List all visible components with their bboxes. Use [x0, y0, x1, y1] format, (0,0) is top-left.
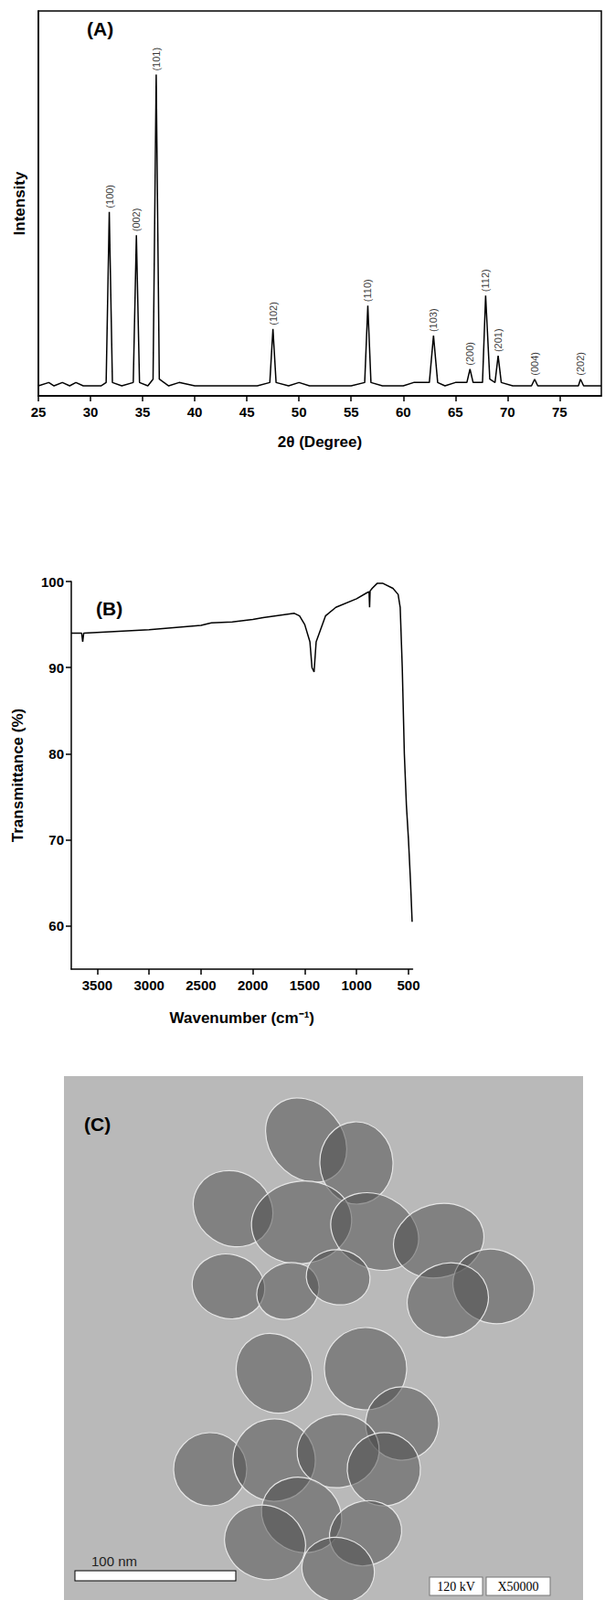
svg-text:70: 70 [48, 831, 64, 848]
svg-text:2500: 2500 [185, 976, 216, 993]
svg-text:40: 40 [187, 403, 203, 420]
svg-text:(110): (110) [361, 278, 373, 302]
svg-text:120 kV: 120 kV [436, 1579, 476, 1593]
svg-text:100 nm: 100 nm [91, 1552, 138, 1569]
svg-text:Wavenumber (cm⁻¹): Wavenumber (cm⁻¹) [169, 1008, 315, 1027]
svg-text:(112): (112) [479, 268, 491, 292]
svg-text:35: 35 [135, 403, 151, 420]
svg-text:75: 75 [551, 403, 568, 420]
svg-text:70: 70 [499, 403, 516, 420]
svg-text:1500: 1500 [289, 976, 320, 993]
svg-text:65: 65 [447, 403, 464, 420]
svg-text:45: 45 [239, 403, 255, 420]
svg-text:(101): (101) [150, 47, 162, 72]
svg-text:500: 500 [396, 976, 420, 993]
svg-text:X50000: X50000 [497, 1579, 539, 1593]
svg-text:80: 80 [48, 745, 64, 762]
svg-text:Transmittance (%): Transmittance (%) [9, 708, 27, 842]
svg-text:(C): (C) [84, 1113, 111, 1135]
svg-text:55: 55 [343, 403, 360, 420]
svg-text:Intensity: Intensity [10, 170, 29, 235]
svg-text:(A): (A) [86, 18, 114, 40]
svg-text:2θ (Degree): 2θ (Degree) [277, 433, 362, 451]
svg-text:60: 60 [395, 403, 412, 420]
svg-text:(B): (B) [95, 597, 123, 619]
svg-text:3500: 3500 [82, 976, 113, 993]
svg-text:(103): (103) [427, 307, 439, 332]
svg-text:30: 30 [83, 403, 99, 420]
svg-text:(100): (100) [104, 184, 116, 209]
svg-text:(200): (200) [464, 341, 476, 366]
svg-text:50: 50 [291, 403, 308, 420]
svg-text:(201): (201) [492, 328, 504, 352]
svg-text:25: 25 [31, 403, 47, 420]
svg-text:90: 90 [48, 659, 64, 676]
svg-text:3000: 3000 [133, 976, 164, 993]
svg-text:2000: 2000 [237, 976, 268, 993]
svg-text:(102): (102) [267, 301, 279, 326]
svg-text:(004): (004) [529, 351, 541, 376]
svg-text:100: 100 [41, 573, 64, 590]
svg-text:(202): (202) [574, 351, 586, 376]
svg-text:1000: 1000 [341, 976, 372, 993]
svg-text:(002): (002) [130, 208, 142, 233]
svg-text:60: 60 [48, 917, 64, 934]
